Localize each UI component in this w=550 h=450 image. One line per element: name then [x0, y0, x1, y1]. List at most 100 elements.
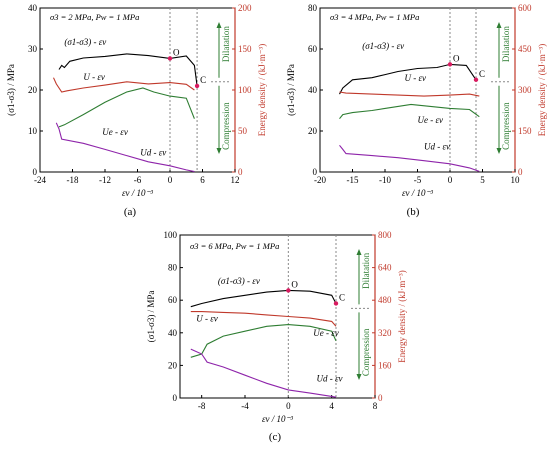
panel-3-marker-C-label: C: [339, 292, 345, 302]
panel-2-series-line-2: [339, 91, 480, 97]
panel-1-y-tick-label: 0: [33, 167, 38, 177]
panel-2-y2-tick-label: 0: [518, 167, 523, 177]
panel-3-x-tick-label: 0: [286, 401, 291, 411]
panel-1-x-tick-label: 6: [200, 175, 205, 185]
panel-3-x-tick-label: 4: [329, 401, 334, 411]
panel-2-x-tick-label: 10: [511, 175, 521, 185]
panel-2-y2-tick-label: 150: [518, 126, 532, 136]
panel-2-y-tick-label: 0: [313, 167, 318, 177]
panel-1-point-O: [167, 56, 173, 61]
panel-1-compression-arrowhead: [216, 148, 222, 154]
panel-1-y2-tick-label: 100: [238, 85, 252, 95]
panel-2-y2-tick-label: 450: [518, 44, 532, 54]
panel-2-y-axis-label: (σ1-σ3) / MPa: [286, 64, 296, 116]
panel-3-y-axis-label: (σ1-σ3) / MPa: [146, 291, 156, 343]
panel-2-y2-tick-label: 600: [518, 3, 532, 13]
panel-1-y2-tick-label: 150: [238, 44, 252, 54]
panel-3-series-line-3: [190, 324, 337, 358]
panel-3-dilatation-label: Dilatation: [361, 252, 371, 288]
panel-1-x-tick-label: 0: [168, 175, 173, 185]
panel-3-x-axis-label: εv / 10⁻³: [262, 414, 293, 424]
panel-2-series-line-4: [339, 144, 480, 172]
panel-1-y-tick-label: 30: [28, 44, 38, 54]
panel-2-y2-axis-label: Energy density / (kJ·m⁻³): [537, 44, 547, 137]
panel-3-y2-tick-label: 160: [378, 360, 392, 370]
panel-1-y2-tick-label: 0: [238, 167, 243, 177]
panel-2-y2-tick-label: 300: [518, 85, 532, 95]
panel-3-compression-label: Compression: [361, 328, 371, 376]
panel-2-series-label-1: (σ1-σ3) - εv: [362, 41, 404, 51]
panel-1-panel-label: (a): [124, 206, 137, 218]
panel-1-series-label-4: Ud - εv: [140, 148, 166, 158]
panel-1-y-tick-label: 40: [28, 3, 38, 13]
panel-2-dilatation-arrowhead: [496, 22, 502, 28]
panel-1-compression-label: Compression: [221, 102, 231, 150]
panel-1-series-line-2: [52, 77, 195, 93]
panel-1-series-line-3: [58, 87, 195, 128]
panel-2-compression-arrowhead: [496, 148, 502, 154]
panel-2-compression-label: Compression: [501, 102, 511, 150]
panel-2-series-label-3: Ue - εv: [418, 115, 444, 125]
panel-2-point-O: [447, 62, 453, 67]
panel-3-series-line-1: [190, 289, 337, 308]
panel-3-series-label-3: Ue - εv: [313, 328, 339, 338]
panel-3-x-tick-label: -4: [241, 401, 249, 411]
panel-2-point-C: [473, 77, 479, 82]
panel-3-y2-axis-label: Energy density / (kJ·m⁻³): [397, 270, 407, 363]
panel-1-series-line-4: [55, 122, 195, 173]
panel-3-series-label-4: Ud - εv: [317, 374, 343, 384]
panel-2-x-tick-label: -10: [379, 175, 391, 185]
panel-2-x-tick-label: -20: [314, 175, 326, 185]
panel-2-x-tick-label: -15: [347, 175, 359, 185]
panel-3-x-tick-label: -8: [198, 401, 206, 411]
panel-3-y2-tick-label: 800: [378, 230, 392, 240]
panel-2-x-tick-label: -5: [414, 175, 422, 185]
panel-1-y2-tick-label: 200: [238, 3, 252, 13]
panel-3-y-tick-label: 20: [168, 360, 178, 370]
panel-3-dilatation-arrowhead: [356, 249, 362, 255]
panel-3-series-line-4: [190, 348, 337, 398]
panel-1-y-axis-label: (σ1-σ3) / MPa: [6, 64, 16, 116]
panel-2-marker-O-label: O: [453, 53, 460, 63]
panel-1-x-tick-label: 12: [231, 175, 240, 185]
panel-2-series-label-2: U - εv: [405, 73, 427, 83]
panel-3-y-tick-label: 60: [168, 295, 178, 305]
panel-1-dilatation-arrowhead: [216, 22, 222, 28]
panel-2-y-tick-label: 80: [308, 3, 318, 13]
panel-2-series-label-4: Ud - εv: [424, 141, 450, 151]
panel-3-condition-label: σ3 = 6 MPa, Pw = 1 MPa: [190, 241, 279, 251]
panel-3-point-C: [333, 301, 339, 306]
panel-3-y-tick-label: 0: [173, 393, 178, 403]
panel-3-panel-label: (c): [269, 431, 282, 443]
panel-3-compression-arrowhead: [356, 374, 362, 380]
panel-1-x-axis-label: εv / 10⁻³: [122, 188, 153, 198]
panel-1-point-C: [194, 83, 200, 89]
panel-2-dilatation-label: Dilatation: [501, 26, 511, 62]
panel-2-x-tick-label: 5: [480, 175, 485, 185]
panel-3-y-tick-label: 80: [168, 263, 178, 273]
panel-3-marker-O-label: O: [291, 279, 298, 289]
panel-1-condition-label: σ3 = 2 MPa, Pw = 1 MPa: [50, 12, 139, 22]
panel-3-y2-tick-label: 640: [378, 263, 392, 273]
panel-1-x-tick-label: -6: [134, 175, 142, 185]
panel-2-series-line-1: [339, 63, 477, 95]
panel-3-series-label-1: (σ1-σ3) - εv: [218, 276, 260, 286]
panel-2-y-tick-label: 40: [308, 85, 318, 95]
panel-2-plot-frame: [319, 7, 516, 173]
panel-2-series-line-3: [339, 103, 480, 120]
panel-3-point-O: [286, 288, 291, 293]
panel-1-marker-C-label: C: [200, 75, 206, 85]
panel-2-marker-C-label: C: [479, 69, 485, 79]
panel-1-y2-axis-label: Energy density / (kJ·m⁻³): [257, 44, 267, 137]
panel-1-y2-tick-label: 50: [238, 126, 248, 136]
panel-1-series-label-1: (σ1-σ3) - εv: [64, 37, 106, 47]
panel-2-condition-label: σ3 = 4 MPa, Pw = 1 MPa: [330, 12, 419, 22]
panel-1-x-tick-label: -18: [67, 175, 79, 185]
panel-1-x-tick-label: -24: [34, 175, 46, 185]
panel-2-panel-label: (b): [407, 206, 420, 218]
panel-1-series-line-1: [58, 53, 198, 86]
panel-1-y-tick-label: 10: [28, 126, 38, 136]
panel-1-marker-O-label: O: [173, 47, 180, 57]
